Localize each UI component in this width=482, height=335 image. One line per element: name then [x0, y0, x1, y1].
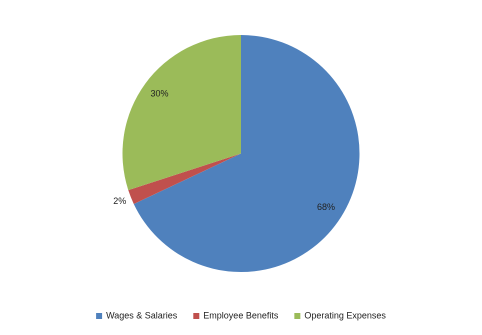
data-label: 2% — [113, 196, 126, 206]
legend-label: Wages & Salaries — [106, 310, 178, 320]
data-label: 30% — [151, 89, 169, 99]
pie-slice — [133, 35, 360, 272]
legend-label: Employee Benefits — [203, 310, 279, 320]
pie-slice — [122, 35, 241, 191]
pie-slice — [128, 153, 241, 204]
data-label: 68% — [317, 202, 335, 212]
legend-label: Operating Expenses — [304, 310, 386, 320]
legend-swatch — [193, 313, 200, 319]
legend-swatch — [294, 313, 301, 319]
legend-swatch — [96, 313, 103, 319]
